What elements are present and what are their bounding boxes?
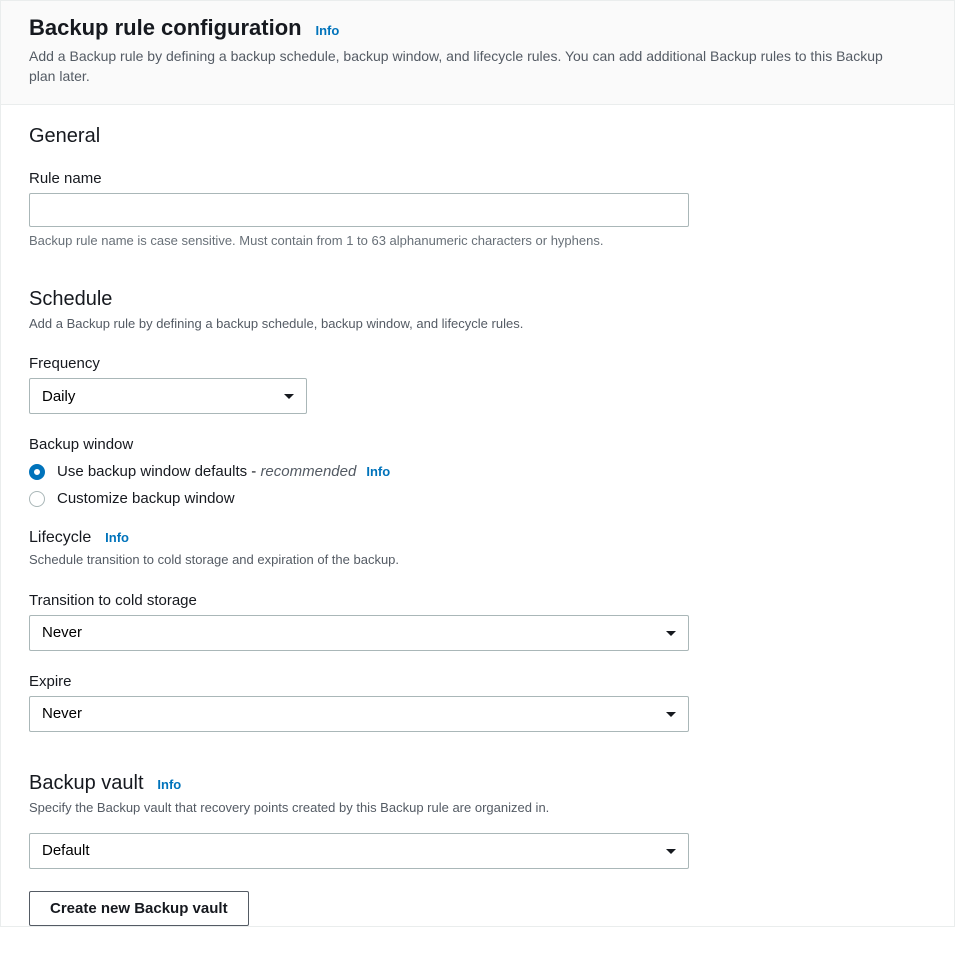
panel-title: Backup rule configuration <box>29 15 302 40</box>
backup-window-label: Backup window <box>29 436 926 453</box>
header-info-link[interactable]: Info <box>315 23 339 38</box>
rule-name-helper: Backup rule name is case sensitive. Must… <box>29 233 926 248</box>
backup-vault-field: Default <box>29 833 926 869</box>
general-heading: General <box>29 125 926 148</box>
expire-select[interactable]: Never <box>29 696 689 732</box>
cold-storage-label: Transition to cold storage <box>29 592 926 609</box>
frequency-select[interactable]: Daily <box>29 378 307 414</box>
backup-window-info-link[interactable]: Info <box>366 464 390 479</box>
radio-icon-unselected <box>29 491 45 507</box>
rule-name-input[interactable] <box>29 193 689 227</box>
schedule-heading: Schedule <box>29 288 926 311</box>
rule-name-label: Rule name <box>29 170 926 187</box>
lifecycle-heading: Lifecycle <box>29 529 91 546</box>
cold-storage-select[interactable]: Never <box>29 615 689 651</box>
lifecycle-section: Lifecycle Info Schedule transition to co… <box>29 529 926 569</box>
backup-vault-description: Specify the Backup vault that recovery p… <box>29 799 926 817</box>
frequency-field: Frequency Daily <box>29 355 926 414</box>
radio-default-prefix: Use backup window defaults - <box>57 463 260 480</box>
radio-default-recommended: recommended <box>260 463 356 480</box>
backup-vault-heading: Backup vault <box>29 772 144 794</box>
radio-customize[interactable]: Customize backup window <box>29 490 926 507</box>
expire-label: Expire <box>29 673 926 690</box>
radio-use-defaults[interactable]: Use backup window defaults - recommended… <box>29 463 926 480</box>
backup-vault-select[interactable]: Default <box>29 833 689 869</box>
panel-header: Backup rule configuration Info Add a Bac… <box>1 1 954 105</box>
expire-field: Expire Never <box>29 673 926 732</box>
rule-name-field: Rule name Backup rule name is case sensi… <box>29 170 926 248</box>
lifecycle-info-link[interactable]: Info <box>105 530 129 545</box>
frequency-label: Frequency <box>29 355 926 372</box>
cold-storage-field: Transition to cold storage Never <box>29 592 926 651</box>
radio-icon-selected <box>29 464 45 480</box>
backup-rule-config-panel: Backup rule configuration Info Add a Bac… <box>0 0 955 927</box>
backup-vault-section: Backup vault Info Specify the Backup vau… <box>29 772 926 817</box>
panel-body: General Rule name Backup rule name is ca… <box>1 105 954 926</box>
schedule-description: Add a Backup rule by defining a backup s… <box>29 315 926 333</box>
backup-vault-info-link[interactable]: Info <box>157 777 181 792</box>
create-backup-vault-button[interactable]: Create new Backup vault <box>29 891 249 926</box>
radio-customize-label: Customize backup window <box>57 490 235 507</box>
lifecycle-description: Schedule transition to cold storage and … <box>29 551 926 569</box>
panel-description: Add a Backup rule by defining a backup s… <box>29 47 909 86</box>
radio-use-defaults-label: Use backup window defaults - recommended <box>57 463 356 480</box>
backup-window-field: Backup window Use backup window defaults… <box>29 436 926 507</box>
